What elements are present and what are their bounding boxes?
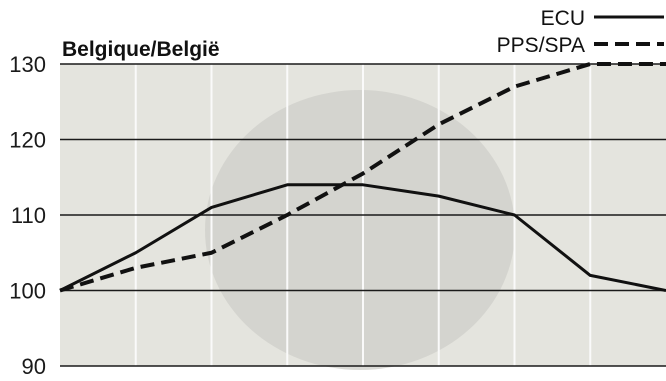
series-lines [59, 62, 666, 293]
legend-label-pps-spa: PPS/SPA [497, 34, 585, 57]
series-line-ecu [59, 183, 666, 292]
series-line-pps-spa [59, 62, 666, 293]
legend: ECU PPS/SPA [497, 7, 664, 57]
y-tick-label-90: 90 [22, 354, 46, 379]
y-tick-label-100: 100 [9, 279, 46, 304]
horizontal-gridlines [60, 63, 666, 367]
y-tick-label-130: 130 [9, 52, 46, 77]
chart-title: Belgique/België [62, 38, 220, 61]
y-tick-label-110: 110 [11, 203, 46, 228]
legend-label-ecu: ECU [541, 7, 585, 30]
y-tick-label-120: 120 [9, 128, 46, 153]
y-axis-tick-labels: 90 100 110 120 130 [9, 52, 46, 379]
faded-emblem [205, 90, 515, 370]
